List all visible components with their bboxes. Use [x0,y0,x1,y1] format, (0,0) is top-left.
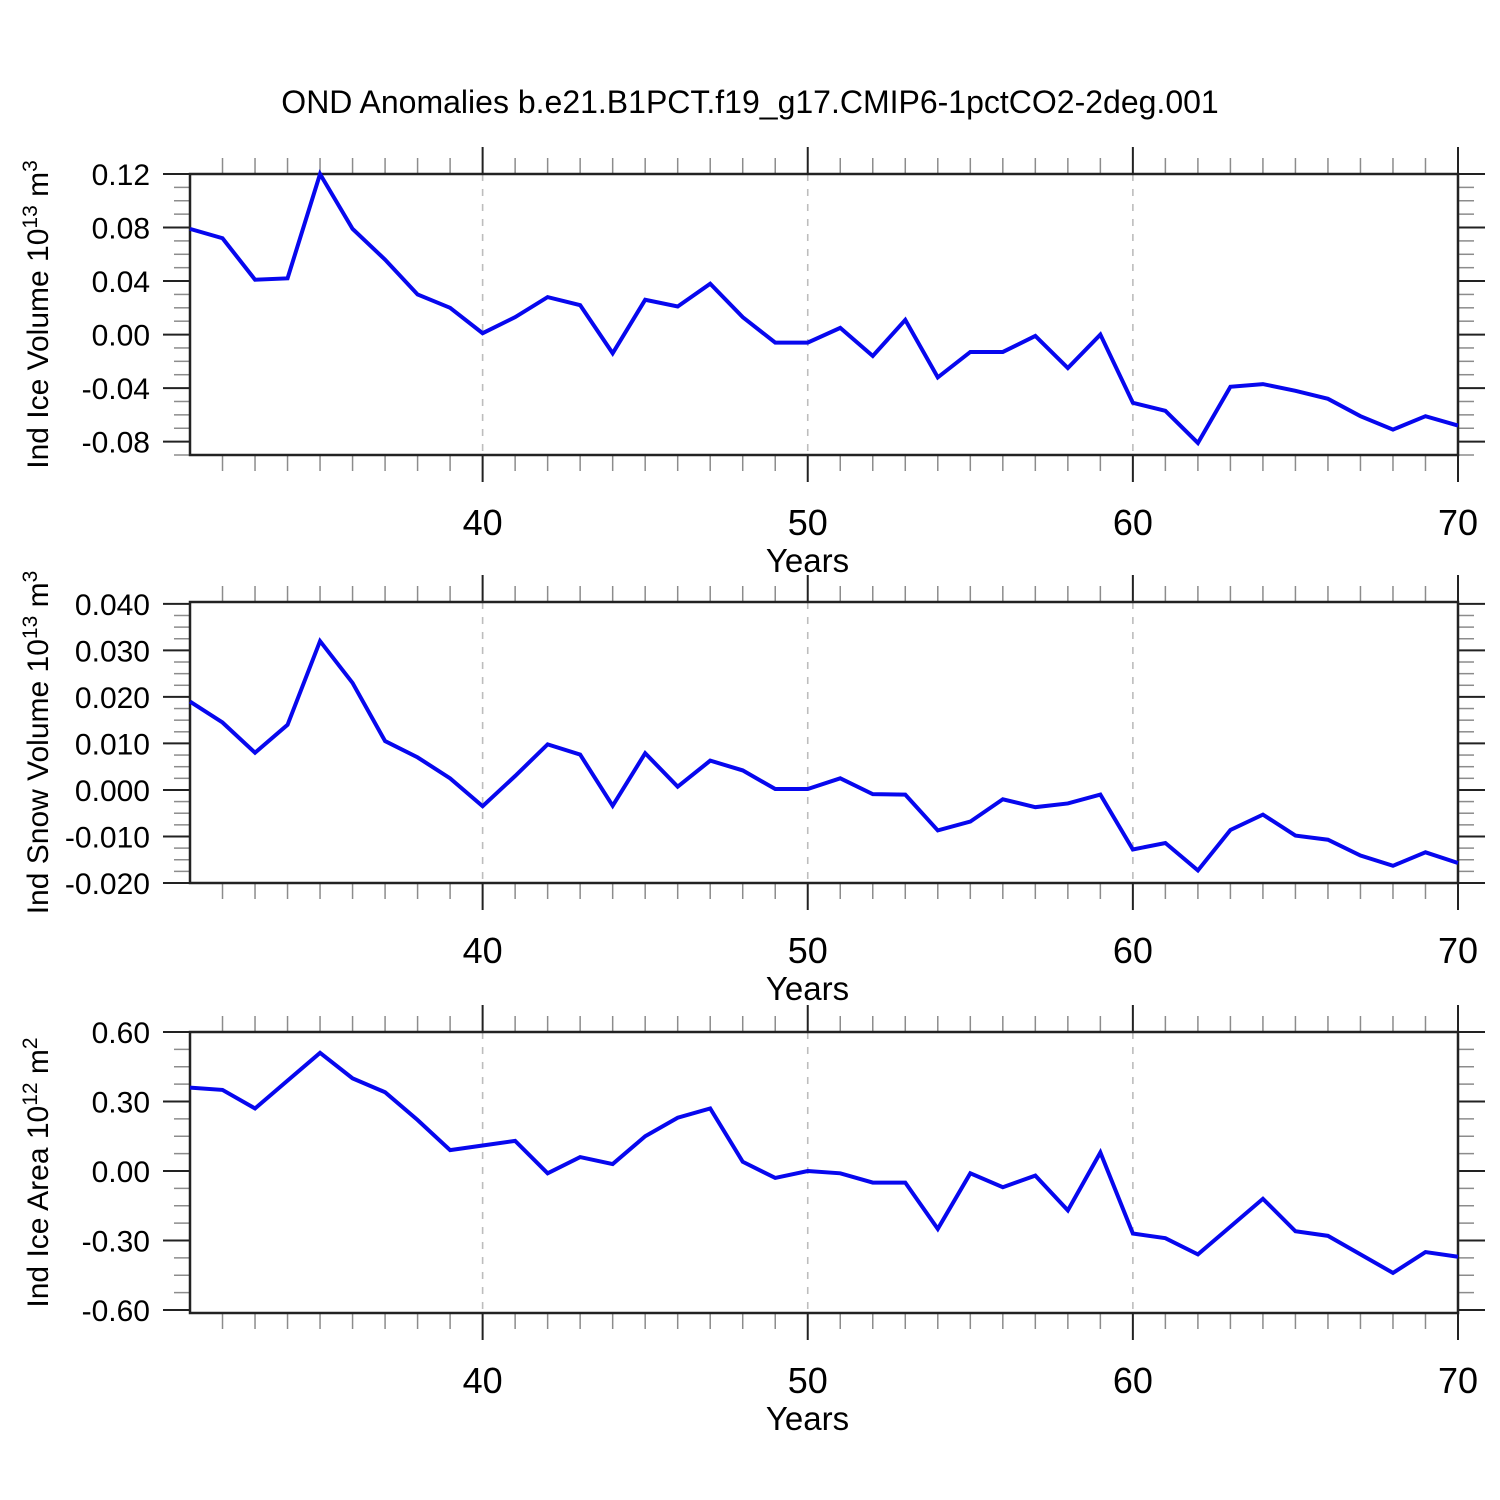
y-tick-label: 0.040 [75,589,150,622]
axes-box [188,1030,1460,1315]
y-tick-label: 0.04 [92,266,150,299]
x-tick-label: 60 [1113,1360,1153,1401]
y-tick-label: 0.60 [92,1017,150,1050]
x-tick-label: 70 [1438,930,1478,971]
series-line-ind-ice-area [189,1050,1459,1276]
y-tick-label: 0.00 [92,1156,150,1189]
y-axis-title: Ind Ice Area 1012 m2 [19,1037,55,1307]
panel-ind-snow-volume: 0.040 0.030 0.020 0.010 0.000 -0.010 -0.020 40 5… [19,571,1485,1007]
x-axis-title: Years [766,970,849,1007]
series-line-ind-snow-volume [188,637,1459,874]
x-tick-label: 50 [788,930,828,971]
y-axis-title: Ind Snow Volume 1013 m3 [19,571,55,915]
panel-ind-ice-volume: 0.12 0.08 0.04 0.00 -0.04 -0.08 40 50 60 70 Years I… [19,147,1485,579]
y-tick-label: 0.12 [92,159,150,192]
axes-box [188,600,1460,885]
y-tick-label: -0.04 [82,373,150,406]
y-axis-title: Ind Ice Volume 1013 m3 [19,160,55,469]
x-tick-label: 40 [463,1360,503,1401]
y-tick-label: 0.030 [75,635,150,668]
x-tick-label: 50 [788,1360,828,1401]
y-tick-label: 0.00 [92,320,150,353]
y-tick-label: 0.000 [75,775,150,808]
panel-ind-ice-area: 0.60 0.30 0.00 -0.30 -0.60 40 50 60 70 Years Ind I… [19,1005,1485,1437]
y-tick-label: 0.08 [92,213,150,246]
x-axis-title: Years [766,542,849,579]
x-tick-label: 40 [463,502,503,543]
y-tick-label: -0.60 [82,1295,150,1328]
x-tick-label: 70 [1438,502,1478,543]
x-axis-title: Years [766,1400,849,1437]
x-tick-label: 60 [1113,930,1153,971]
y-tick-label: -0.30 [82,1225,150,1258]
x-tick-label: 60 [1113,502,1153,543]
y-tick-label: -0.020 [65,868,150,901]
axes-box [188,172,1460,457]
y-tick-label: -0.08 [82,427,150,460]
y-tick-label: 0.30 [92,1087,150,1120]
chart-title: OND Anomalies b.e21.B1PCT.f19_g17.CMIP6-… [281,84,1219,120]
x-tick-label: 40 [463,930,503,971]
series-line-ind-ice-volume [189,169,1459,447]
y-tick-label: 0.010 [75,728,150,761]
x-tick-label: 70 [1438,1360,1478,1401]
y-tick-label: -0.010 [65,821,150,854]
x-tick-label: 50 [788,502,828,543]
y-tick-label: 0.020 [75,682,150,715]
